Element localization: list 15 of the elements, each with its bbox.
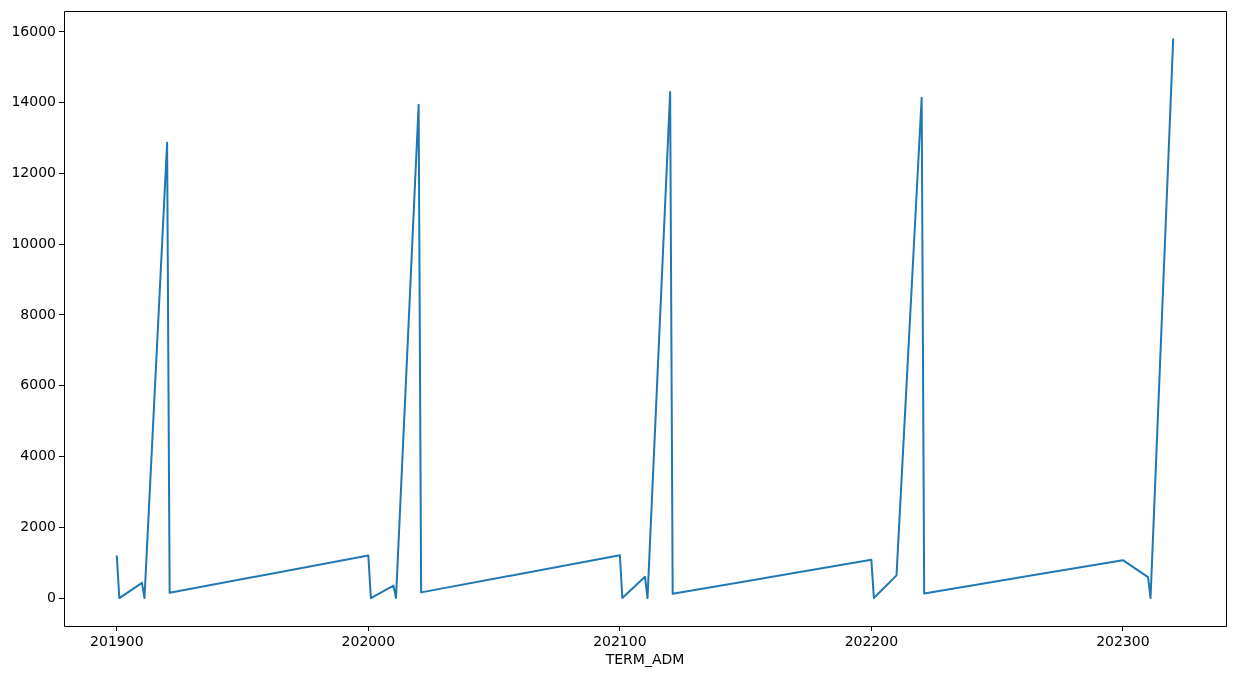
y-tick-label: 4000 (20, 447, 56, 464)
x-tick-label: 202000 (341, 633, 396, 650)
y-tick-label: 0 (47, 588, 56, 605)
y-tick-label: 12000 (11, 164, 56, 181)
y-tick-label: 10000 (11, 234, 56, 251)
x-axis-title: TERM_ADM (604, 651, 685, 668)
y-tick-label: 8000 (20, 305, 56, 322)
y-tick-label: 16000 (11, 22, 56, 39)
y-tick-label: 14000 (11, 93, 56, 110)
y-tick-label: 2000 (20, 517, 56, 534)
x-tick-label: 202100 (593, 633, 647, 650)
x-tick-label: 201900 (90, 633, 144, 650)
x-tick-label: 202300 (1096, 633, 1150, 650)
x-tick-label: 202200 (844, 633, 899, 650)
y-tick-label: 6000 (20, 376, 56, 393)
